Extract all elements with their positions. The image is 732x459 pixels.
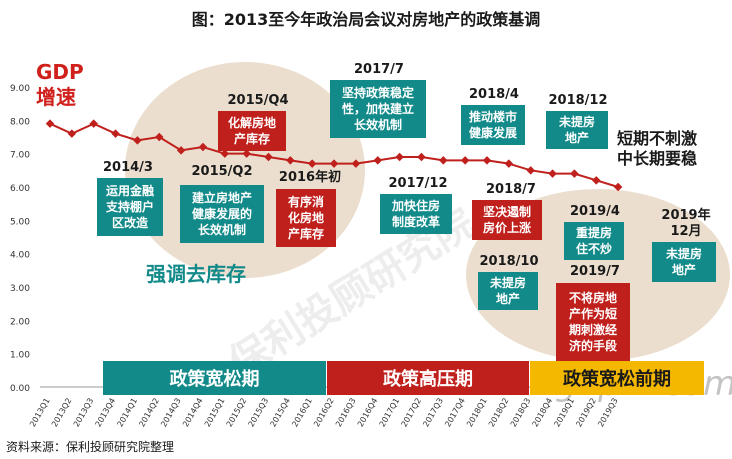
x-tick-label: 2014Q2 xyxy=(137,397,161,429)
data-point xyxy=(111,129,120,138)
x-tick-label: 2018Q3 xyxy=(509,397,533,429)
data-point xyxy=(176,146,186,155)
y-tick-label: 3.00 xyxy=(10,284,30,294)
event-date-label: 2018/4 xyxy=(469,87,519,102)
x-tick-label: 2014Q1 xyxy=(115,397,139,429)
x-tick-label: 2017Q3 xyxy=(421,397,445,429)
data-point xyxy=(264,152,273,162)
x-tick-label: 2013Q3 xyxy=(72,397,96,429)
x-tick-label: 2016Q3 xyxy=(334,397,358,429)
x-tick-label: 2014Q4 xyxy=(181,397,205,429)
data-point xyxy=(155,132,164,142)
data-point xyxy=(570,169,579,178)
data-point xyxy=(242,149,251,158)
event-date-label: 2015/Q2 xyxy=(191,164,253,179)
event-policy-box: 坚持政策稳定 性，加快建立 长效机制 xyxy=(330,80,426,138)
event-policy-box: 未提房 地产 xyxy=(478,272,538,310)
event-policy-box: 建立房地产 健康发展的 长效机制 xyxy=(180,185,264,243)
x-tick-label: 2018Q4 xyxy=(531,397,555,429)
event-policy-box: 化解房地 产库存 xyxy=(218,111,286,151)
event-date-label: 2017/12 xyxy=(388,176,448,191)
x-tick-label: 2018Q1 xyxy=(465,397,489,429)
phase-band-tightening: 政策高压期 xyxy=(327,361,529,395)
data-point xyxy=(89,119,98,128)
event-date-label: 2015/Q4 xyxy=(227,93,289,108)
data-point xyxy=(504,159,514,168)
data-point xyxy=(460,156,470,165)
event-policy-box: 未提房 地产 xyxy=(546,111,608,149)
data-point xyxy=(286,156,295,165)
data-point xyxy=(67,129,77,138)
event-date-label: 2018/7 xyxy=(486,182,536,197)
event-policy-box: 重提房 住不炒 xyxy=(564,222,624,260)
gdp-label-line2: 增速 xyxy=(36,85,76,109)
x-tick-label: 2017Q1 xyxy=(378,397,402,429)
phase-band-easing: 政策宽松期 xyxy=(103,361,326,395)
data-point xyxy=(526,166,535,175)
event-policy-box: 不将房地 产作为短 期刺激经 济的手段 xyxy=(556,283,630,361)
event-date-label: 2019/4 xyxy=(570,204,620,219)
event-date-label: 2019年 12月 xyxy=(661,208,711,239)
event-date-label: 2018/12 xyxy=(548,93,608,108)
gdp-label-line1: GDP xyxy=(36,60,84,84)
x-tick-label: 2013Q2 xyxy=(50,397,74,429)
event-policy-box: 有序消 化房地 产库存 xyxy=(276,189,336,247)
x-tick-label: 2013Q1 xyxy=(28,397,52,429)
gdp-label: GDP 增速 xyxy=(36,60,84,110)
x-tick-label: 2016Q4 xyxy=(356,397,380,429)
data-point xyxy=(482,156,492,165)
event-policy-box: 加快住房 制度改革 xyxy=(380,194,452,234)
data-point xyxy=(548,169,557,178)
y-tick-label: 8.00 xyxy=(10,117,30,127)
data-point xyxy=(220,149,230,158)
y-tick-label: 9.00 xyxy=(10,84,30,94)
data-point xyxy=(133,136,142,145)
y-tick-label: 1.00 xyxy=(10,351,30,361)
phase-band-early-easing: 政策宽松前期 xyxy=(530,361,704,395)
destock-label: 强调去库存 xyxy=(146,262,246,286)
event-policy-box: 推动楼市 健康发展 xyxy=(461,105,525,145)
data-point xyxy=(329,159,339,168)
x-tick-label: 2014Q3 xyxy=(159,397,183,429)
x-tick-label: 2016Q1 xyxy=(290,397,314,429)
event-date-label: 2018/10 xyxy=(479,254,539,269)
x-tick-label: 2016Q2 xyxy=(312,397,336,429)
stance-label: 短期不刺激 中长期要稳 xyxy=(617,129,697,169)
x-tick-label: 2015Q1 xyxy=(203,397,227,429)
data-point xyxy=(373,156,382,165)
chart-title: 图：2013至今年政治局会议对房地产的政策基调 xyxy=(191,10,541,29)
event-policy-box: 未提房 地产 xyxy=(652,242,716,282)
x-tick-label: 2018Q2 xyxy=(487,396,511,428)
stance-line2: 中长期要稳 xyxy=(617,149,698,168)
source-note: 资料来源：保利投顾研究院整理 xyxy=(6,440,175,454)
x-tick-label: 2015Q2 xyxy=(225,397,249,429)
data-point xyxy=(351,159,361,168)
data-point xyxy=(307,159,317,168)
data-point xyxy=(439,156,448,165)
y-tick-label: 2.00 xyxy=(10,317,30,327)
stance-line1: 短期不刺激 xyxy=(617,129,698,148)
y-tick-label: 0.00 xyxy=(10,384,30,394)
y-tick-label: 5.00 xyxy=(10,217,30,227)
x-tick-label: 2017Q2 xyxy=(400,397,424,429)
x-tick-label: 2015Q3 xyxy=(247,397,271,429)
event-policy-box: 运用金融 支持棚户 区改造 xyxy=(97,178,163,236)
x-tick-label: 2015Q4 xyxy=(268,397,292,429)
data-point xyxy=(45,119,55,128)
data-point xyxy=(592,176,601,185)
event-date-label: 2019/7 xyxy=(570,264,620,279)
data-point xyxy=(417,152,426,162)
y-tick-label: 6.00 xyxy=(10,184,30,194)
data-point xyxy=(198,142,208,152)
x-tick-label: 2013Q4 xyxy=(94,397,118,429)
event-date-label: 2017/7 xyxy=(354,62,404,77)
x-tick-label: 2017Q4 xyxy=(443,397,467,429)
event-date-label: 2016年初 xyxy=(278,170,342,185)
data-point xyxy=(395,152,404,162)
event-policy-box: 坚决遏制 房价上涨 xyxy=(472,200,542,240)
y-tick-label: 4.00 xyxy=(10,251,30,261)
event-date-label: 2014/3 xyxy=(103,160,153,175)
y-tick-label: 7.00 xyxy=(10,151,30,161)
